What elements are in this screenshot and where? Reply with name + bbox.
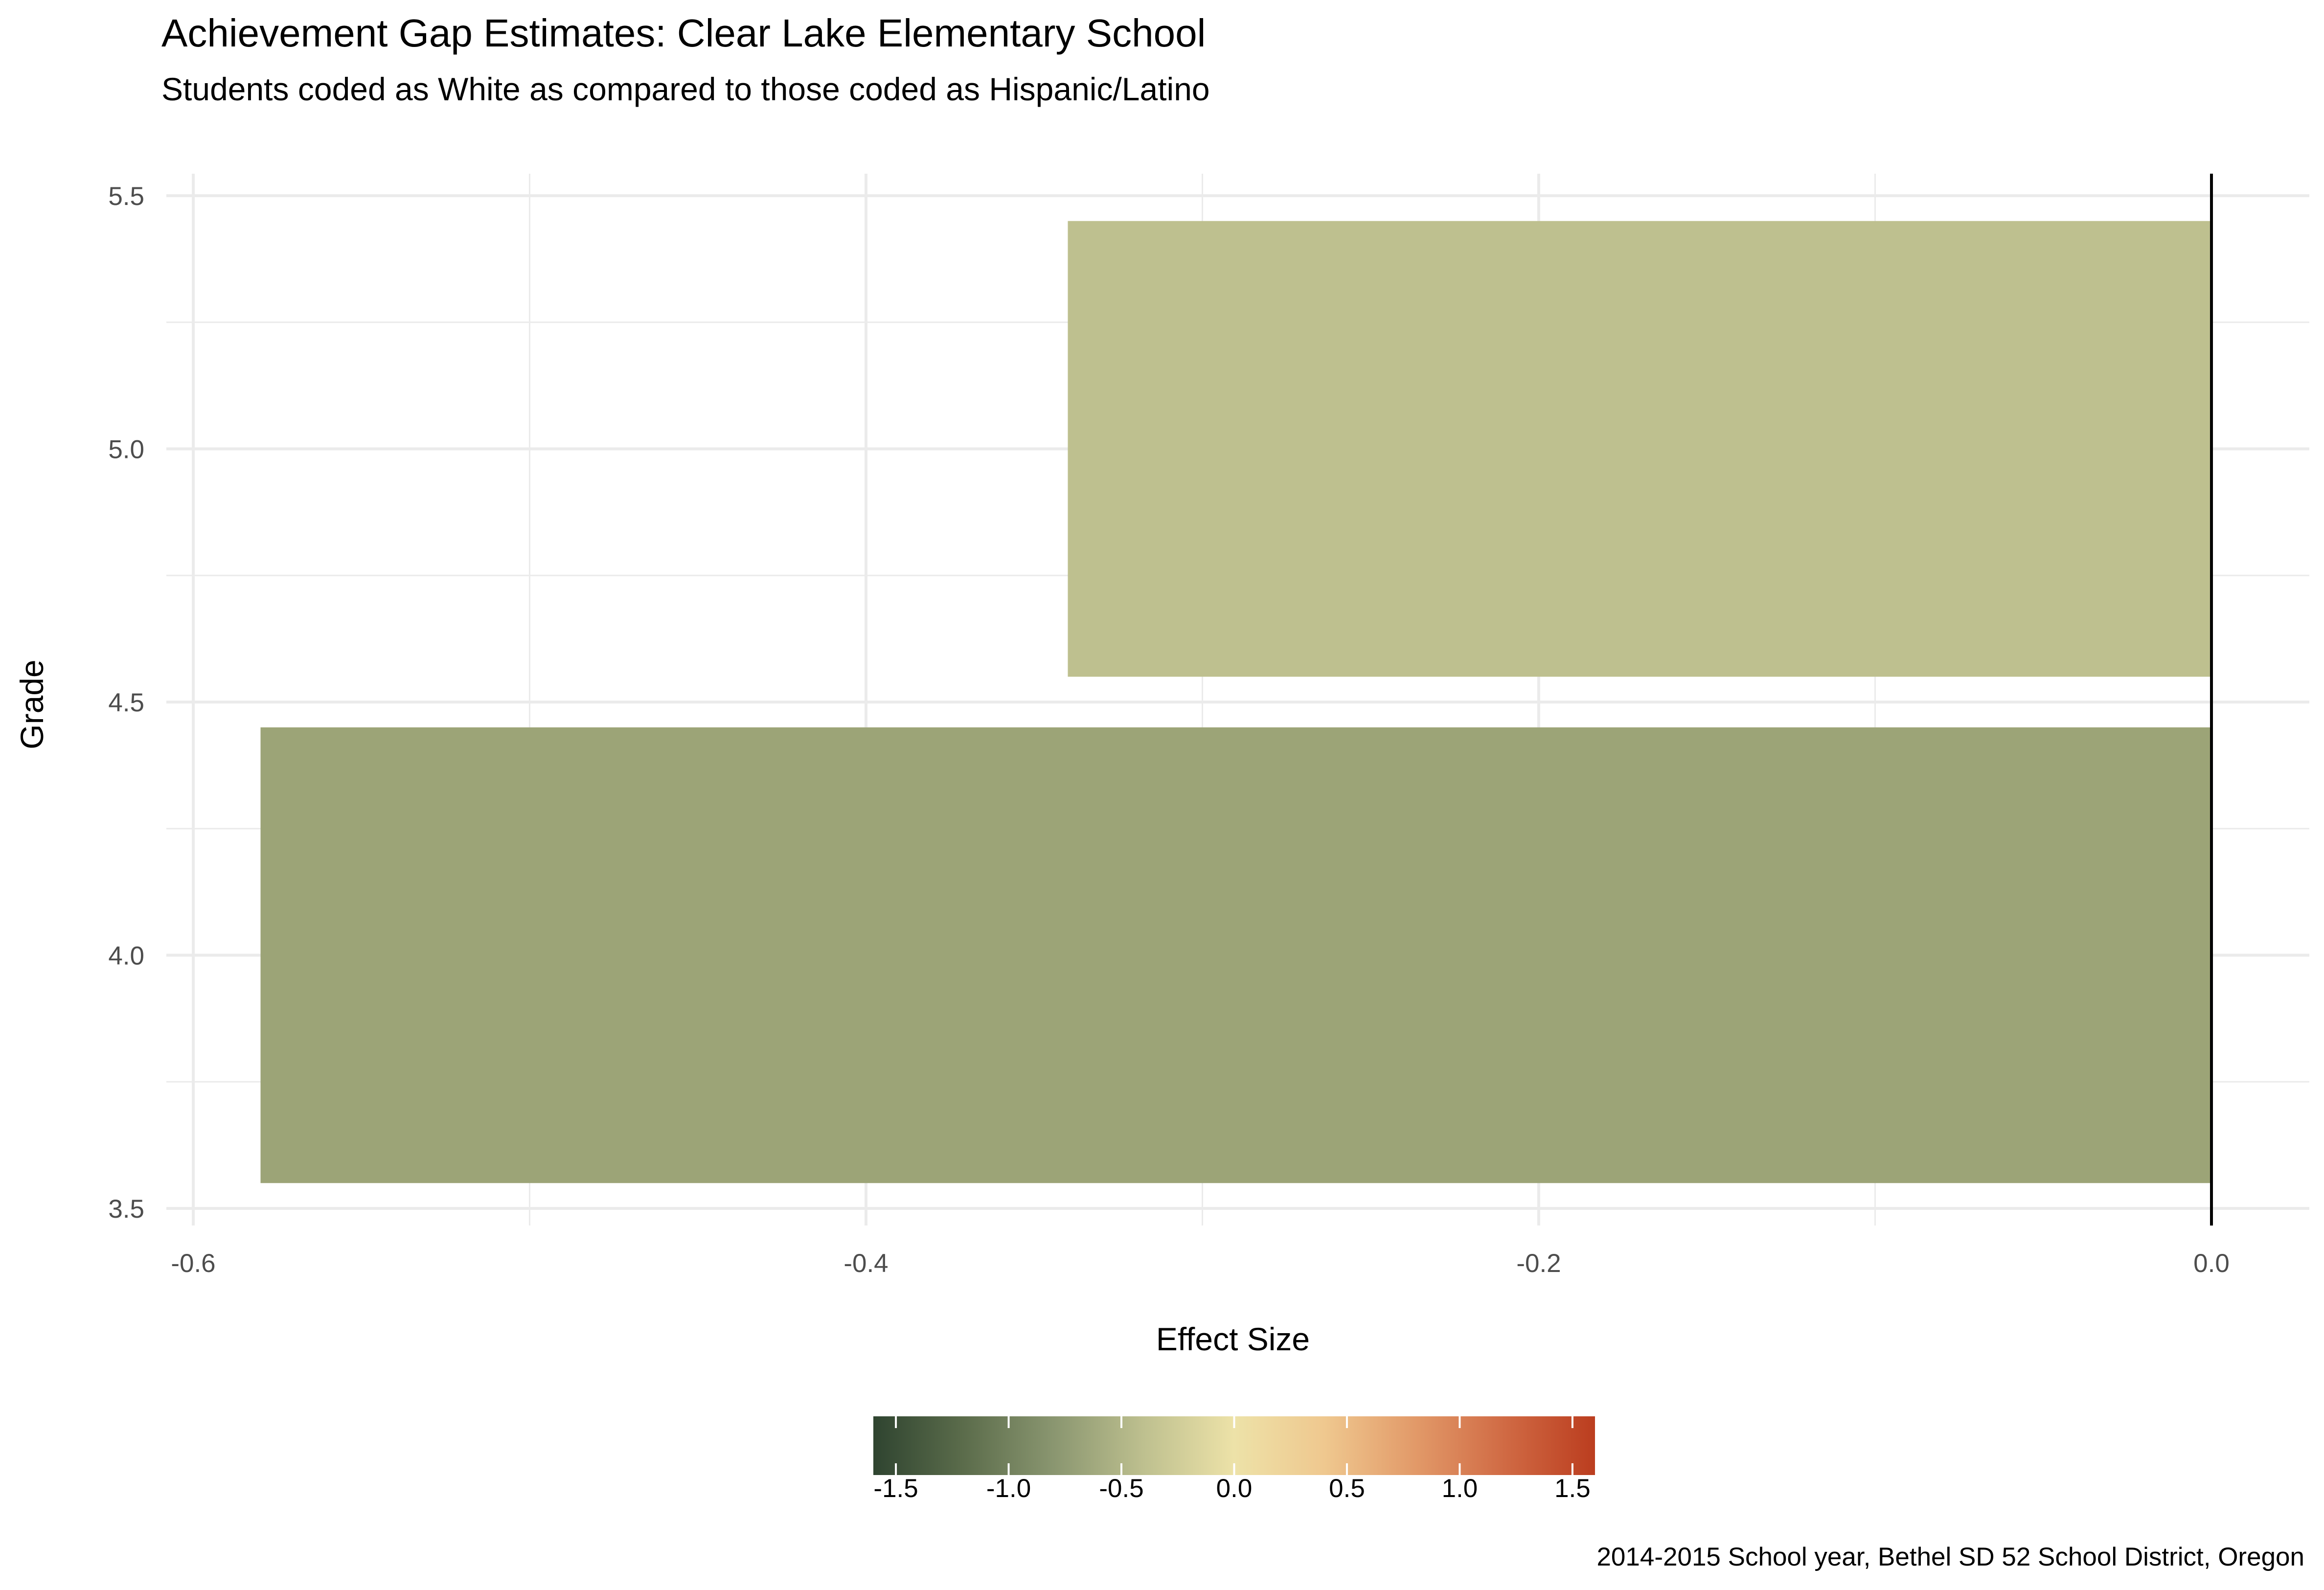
legend-tick-label: 1.5 — [1554, 1474, 1591, 1503]
x-axis-title: Effect Size — [1156, 1321, 1310, 1357]
legend-tick-label: -0.5 — [1099, 1474, 1143, 1503]
x-tick-label: -0.2 — [1516, 1249, 1561, 1278]
x-tick-label: -0.4 — [843, 1249, 888, 1278]
x-tick-label: -0.6 — [171, 1249, 215, 1278]
color-legend: -1.5 -1.0 -0.5 0.0 0.5 1.0 1.5 — [873, 1416, 1595, 1503]
y-tick-label: 5.5 — [108, 182, 144, 211]
y-tick-label: 4.5 — [108, 688, 144, 717]
legend-ticks: -1.5 -1.0 -0.5 0.0 0.5 1.0 1.5 — [873, 1416, 1591, 1503]
legend-tick-label: 0.0 — [1216, 1474, 1253, 1503]
chart-subtitle: Students coded as White as compared to t… — [161, 71, 1210, 107]
legend-tick-label: 1.0 — [1442, 1474, 1478, 1503]
bar-grade-4 — [260, 727, 2211, 1183]
x-axis-ticks: -0.6 -0.4 -0.2 0.0 — [171, 1249, 2230, 1278]
chart-title: Achievement Gap Estimates: Clear Lake El… — [161, 11, 1206, 55]
legend-tick-label: -1.0 — [986, 1474, 1031, 1503]
chart-caption: 2014-2015 School year, Bethel SD 52 Scho… — [1596, 1543, 2304, 1571]
legend-tick-label: -1.5 — [873, 1474, 918, 1503]
y-axis-ticks: 3.5 4.0 4.5 5.0 5.5 — [108, 182, 144, 1224]
y-tick-label: 3.5 — [108, 1195, 144, 1224]
y-axis-title: Grade — [14, 659, 50, 749]
y-tick-label: 4.0 — [108, 942, 144, 971]
bar-grade-5 — [1068, 221, 2211, 677]
y-tick-label: 5.0 — [108, 435, 144, 464]
bars — [260, 221, 2211, 1183]
x-tick-label: 0.0 — [2193, 1249, 2230, 1278]
legend-tick-label: 0.5 — [1329, 1474, 1365, 1503]
